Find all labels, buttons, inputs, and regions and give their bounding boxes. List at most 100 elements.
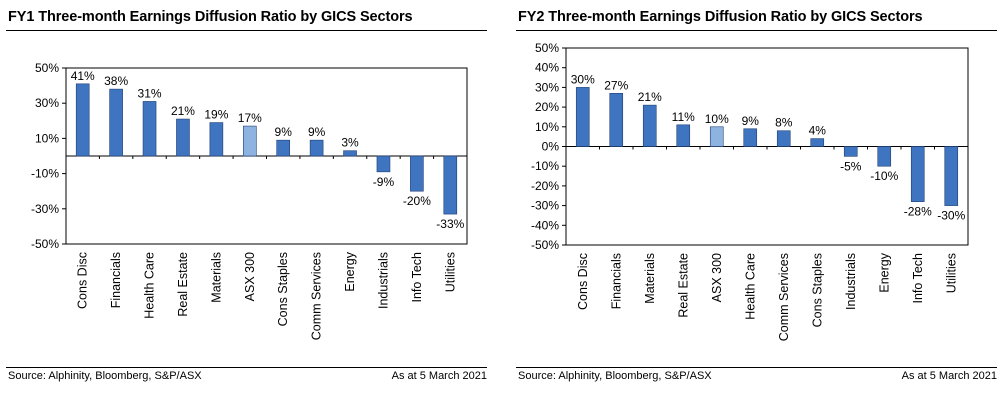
- fy1-bar: [142, 101, 157, 157]
- fy1-data-label: 9%: [275, 125, 293, 139]
- fy1-bar: [242, 125, 257, 157]
- fy2-category-label: Health Care: [743, 253, 757, 320]
- fy2-bar: [575, 87, 590, 147]
- fy2-category-label: Info Tech: [911, 253, 925, 304]
- fy1-bar: [410, 155, 424, 192]
- fy1-data-label: 31%: [138, 86, 162, 100]
- fy1-data-label: 17%: [238, 111, 262, 125]
- fy1-footer-rule: [6, 367, 487, 368]
- fy1-bar: [109, 88, 123, 157]
- fy2-footer-rule: [516, 367, 997, 368]
- fy2-bar: [776, 130, 791, 147]
- fy2-y-tick-label: -10%: [531, 159, 559, 173]
- fy1-y-tick-label: 50%: [35, 61, 59, 75]
- fy2-data-label: 21%: [638, 90, 662, 104]
- fy2-bar: [843, 146, 858, 157]
- fy2-category-label: Comm Services: [777, 253, 791, 341]
- fy2-y-tick-label: -30%: [531, 199, 559, 213]
- fy1-data-label: 41%: [71, 69, 95, 83]
- fy2-y-tick-label: 30%: [535, 80, 559, 94]
- fy1-bar: [309, 139, 324, 157]
- fy2-bar: [910, 146, 925, 202]
- fy1-data-label: -33%: [436, 217, 464, 231]
- fy1-bar: [75, 83, 90, 157]
- fy1-title-rule: [6, 30, 487, 31]
- fy2-data-label: 11%: [672, 110, 695, 124]
- fy1-category-label: Financials: [109, 252, 123, 308]
- fy1-chart-panel: FY1 Three-month Earnings Diffusion Ratio…: [0, 0, 493, 402]
- fy1-category-label: ASX 300: [243, 252, 257, 301]
- fy1-bar-chart: 50% 30% 10% -10% -30% -50% 41% Cons Disc 38% Fina…: [31, 61, 468, 340]
- fy2-data-label: 9%: [742, 114, 760, 128]
- fy2-data-label: -5%: [840, 159, 862, 173]
- fy2-bar: [743, 128, 758, 147]
- fy2-date-note: As at 5 March 2021: [901, 370, 997, 382]
- fy1-source-note: Source: Alphinity, Bloomberg, S&P/ASX: [8, 370, 202, 382]
- fy1-category-label: Real Estate: [176, 252, 190, 317]
- fy2-y-tick-label: -40%: [531, 218, 559, 232]
- fy1-data-label: -9%: [373, 175, 395, 189]
- fy1-chart-title: FY1 Three-month Earnings Diffusion Ratio…: [8, 9, 413, 25]
- fy1-data-label: 9%: [308, 125, 326, 139]
- fy2-chart-title: FY2 Three-month Earnings Diffusion Ratio…: [518, 9, 923, 25]
- fy2-y-tick-label: 50%: [535, 41, 559, 55]
- fy1-data-label: -20%: [403, 194, 431, 208]
- fy1-y-tick-label: 10%: [35, 131, 59, 145]
- fy1-date-note: As at 5 March 2021: [391, 370, 487, 382]
- fy1-bar: [209, 122, 224, 157]
- fy2-category-label: Real Estate: [676, 253, 690, 318]
- fy2-category-label: Cons Disc: [576, 253, 590, 310]
- fy1-category-label: Energy: [343, 251, 357, 291]
- fy1-category-label: Health Care: [143, 252, 157, 319]
- fy1-y-tick-label: -50%: [31, 237, 59, 251]
- fy2-category-label: Energy: [877, 252, 891, 292]
- fy2-y-tick-label: 10%: [535, 120, 559, 134]
- fy1-y-tick-label: -30%: [31, 202, 59, 216]
- fy2-data-label: 10%: [705, 112, 729, 126]
- fy2-y-tick-label: 40%: [535, 61, 559, 75]
- fy2-data-label: -10%: [870, 169, 898, 183]
- fy2-data-label: 8%: [775, 116, 793, 130]
- fy2-y-tick-label: 0%: [542, 140, 560, 154]
- fy1-data-label: 19%: [204, 108, 228, 122]
- fy1-category-label: Utilities: [443, 252, 457, 292]
- fy1-bar: [443, 155, 458, 215]
- fy2-data-label: 4%: [809, 124, 827, 138]
- fy1-category-label: Cons Staples: [276, 252, 290, 326]
- fy2-category-label: Materials: [643, 253, 657, 304]
- fy2-y-tick-label: -20%: [531, 179, 559, 193]
- fy2-bar: [642, 104, 657, 147]
- fy2-bar-chart: 50% 40% 30% 20% 10% 0% -10% -20% -30% -40% -50% 30%…: [531, 41, 969, 341]
- fy1-category-label: Cons Disc: [76, 252, 90, 309]
- fy2-title-rule: [516, 30, 997, 31]
- fy2-category-label: ASX 300: [710, 253, 724, 302]
- fy2-data-label: -30%: [937, 209, 965, 223]
- fy2-data-label: 27%: [604, 78, 628, 92]
- fy2-chart-panel: FY2 Three-month Earnings Diffusion Ratio…: [510, 0, 1003, 402]
- fy2-bar: [944, 146, 959, 206]
- fy2-category-label: Financials: [609, 253, 623, 309]
- fy1-y-tick-label: -10%: [31, 167, 59, 181]
- fy1-bar: [343, 150, 357, 157]
- fy2-bar: [709, 126, 724, 147]
- fy1-data-label: 21%: [171, 104, 195, 118]
- fy1-category-label: Industrials: [376, 252, 390, 309]
- fy2-category-label: Utilities: [944, 253, 958, 293]
- fy2-y-tick-label: 20%: [535, 100, 559, 114]
- fy1-bar: [176, 118, 190, 157]
- fy1-data-label: 38%: [104, 74, 128, 88]
- fy2-bar: [609, 93, 624, 147]
- fy1-bar: [376, 155, 391, 173]
- fy1-category-label: Info Tech: [410, 252, 424, 303]
- fy1-category-label: Materials: [209, 252, 223, 303]
- fy1-data-label: 3%: [341, 136, 359, 150]
- fy1-category-label: Comm Services: [310, 252, 324, 340]
- fy2-bar: [810, 138, 825, 147]
- fy1-bar: [276, 139, 291, 157]
- fy2-bar: [877, 146, 892, 167]
- fy2-bar: [676, 124, 691, 147]
- fy2-category-label: Cons Staples: [810, 253, 824, 327]
- fy2-source-note: Source: Alphinity, Bloomberg, S&P/ASX: [518, 370, 712, 382]
- fy2-category-label: Industrials: [844, 253, 858, 310]
- fy1-y-tick-label: 30%: [35, 96, 59, 110]
